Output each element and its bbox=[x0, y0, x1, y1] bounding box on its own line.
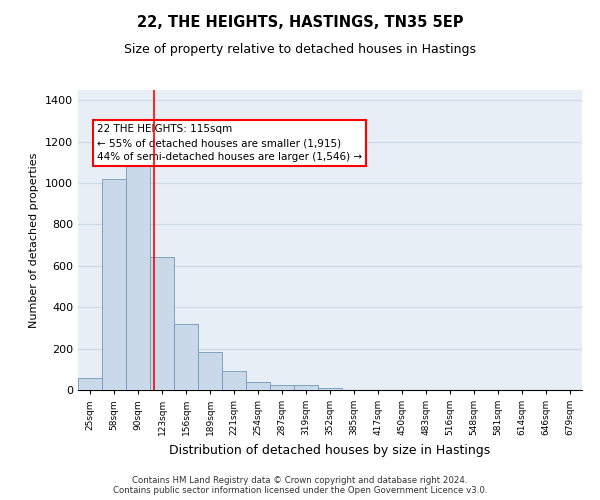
Text: 22, THE HEIGHTS, HASTINGS, TN35 5EP: 22, THE HEIGHTS, HASTINGS, TN35 5EP bbox=[137, 15, 463, 30]
Text: Size of property relative to detached houses in Hastings: Size of property relative to detached ho… bbox=[124, 42, 476, 56]
Bar bbox=[78, 378, 102, 390]
Bar bbox=[126, 162, 150, 390]
Bar bbox=[246, 382, 270, 390]
Bar bbox=[150, 256, 174, 390]
Text: Contains HM Land Registry data © Crown copyright and database right 2024.
Contai: Contains HM Land Registry data © Crown c… bbox=[113, 476, 487, 495]
Bar bbox=[294, 386, 318, 390]
Bar bbox=[198, 352, 222, 390]
Bar bbox=[318, 388, 342, 390]
Bar bbox=[174, 324, 198, 390]
Bar bbox=[270, 386, 294, 390]
Text: 22 THE HEIGHTS: 115sqm
← 55% of detached houses are smaller (1,915)
44% of semi-: 22 THE HEIGHTS: 115sqm ← 55% of detached… bbox=[97, 124, 362, 162]
X-axis label: Distribution of detached houses by size in Hastings: Distribution of detached houses by size … bbox=[169, 444, 491, 456]
Y-axis label: Number of detached properties: Number of detached properties bbox=[29, 152, 40, 328]
Bar bbox=[222, 372, 246, 390]
Bar bbox=[102, 179, 126, 390]
